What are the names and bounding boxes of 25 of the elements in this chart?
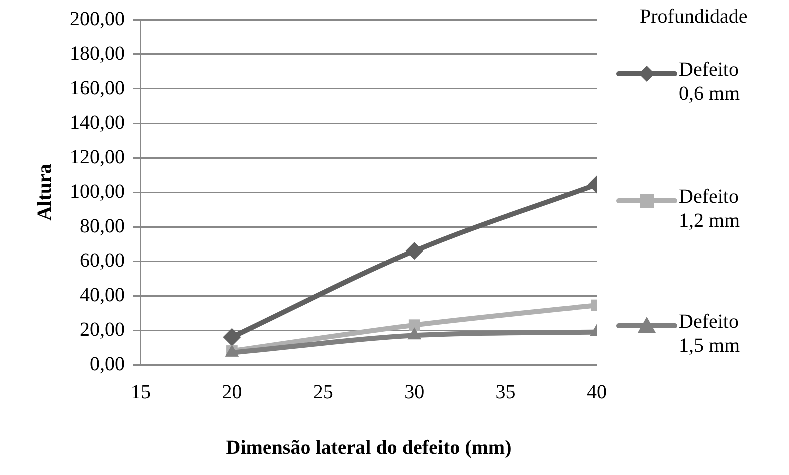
y-axis-title: Altura — [34, 164, 56, 221]
legend-label: Defeito 1,5 mm — [679, 310, 742, 358]
y-tick-label: 100,00 — [70, 180, 125, 203]
point — [408, 320, 420, 331]
legend-title: Profundidade — [640, 6, 748, 29]
x-axis-title: Dimensão lateral do defeito (mm) — [226, 437, 512, 460]
legend-label: Defeito 1,2 mm — [679, 185, 742, 233]
y-tick-label: 0,00 — [90, 353, 125, 376]
y-tick-label: 20,00 — [80, 318, 125, 341]
y-tick-label: 180,00 — [70, 42, 125, 65]
point — [223, 328, 242, 346]
x-tick-label: 35 — [496, 381, 516, 404]
x-tick-label: 40 — [587, 381, 607, 404]
x-tick-label: 15 — [131, 381, 151, 404]
y-tick-label: 40,00 — [80, 284, 125, 306]
y-tick-label: 160,00 — [70, 77, 125, 100]
x-tick-label: 20 — [222, 381, 242, 404]
legend-label: Defeito 0,6 mm — [679, 58, 742, 106]
y-tick-label: 120,00 — [70, 146, 125, 168]
x-tick-label: 25 — [313, 381, 334, 404]
y-tick-label: 200,00 — [70, 8, 125, 30]
y-tick-label: 60,00 — [80, 250, 125, 272]
x-tick-label: 30 — [404, 381, 425, 404]
y-tick-label: 140,00 — [70, 112, 125, 134]
y-tick-label: 80,00 — [80, 215, 125, 238]
